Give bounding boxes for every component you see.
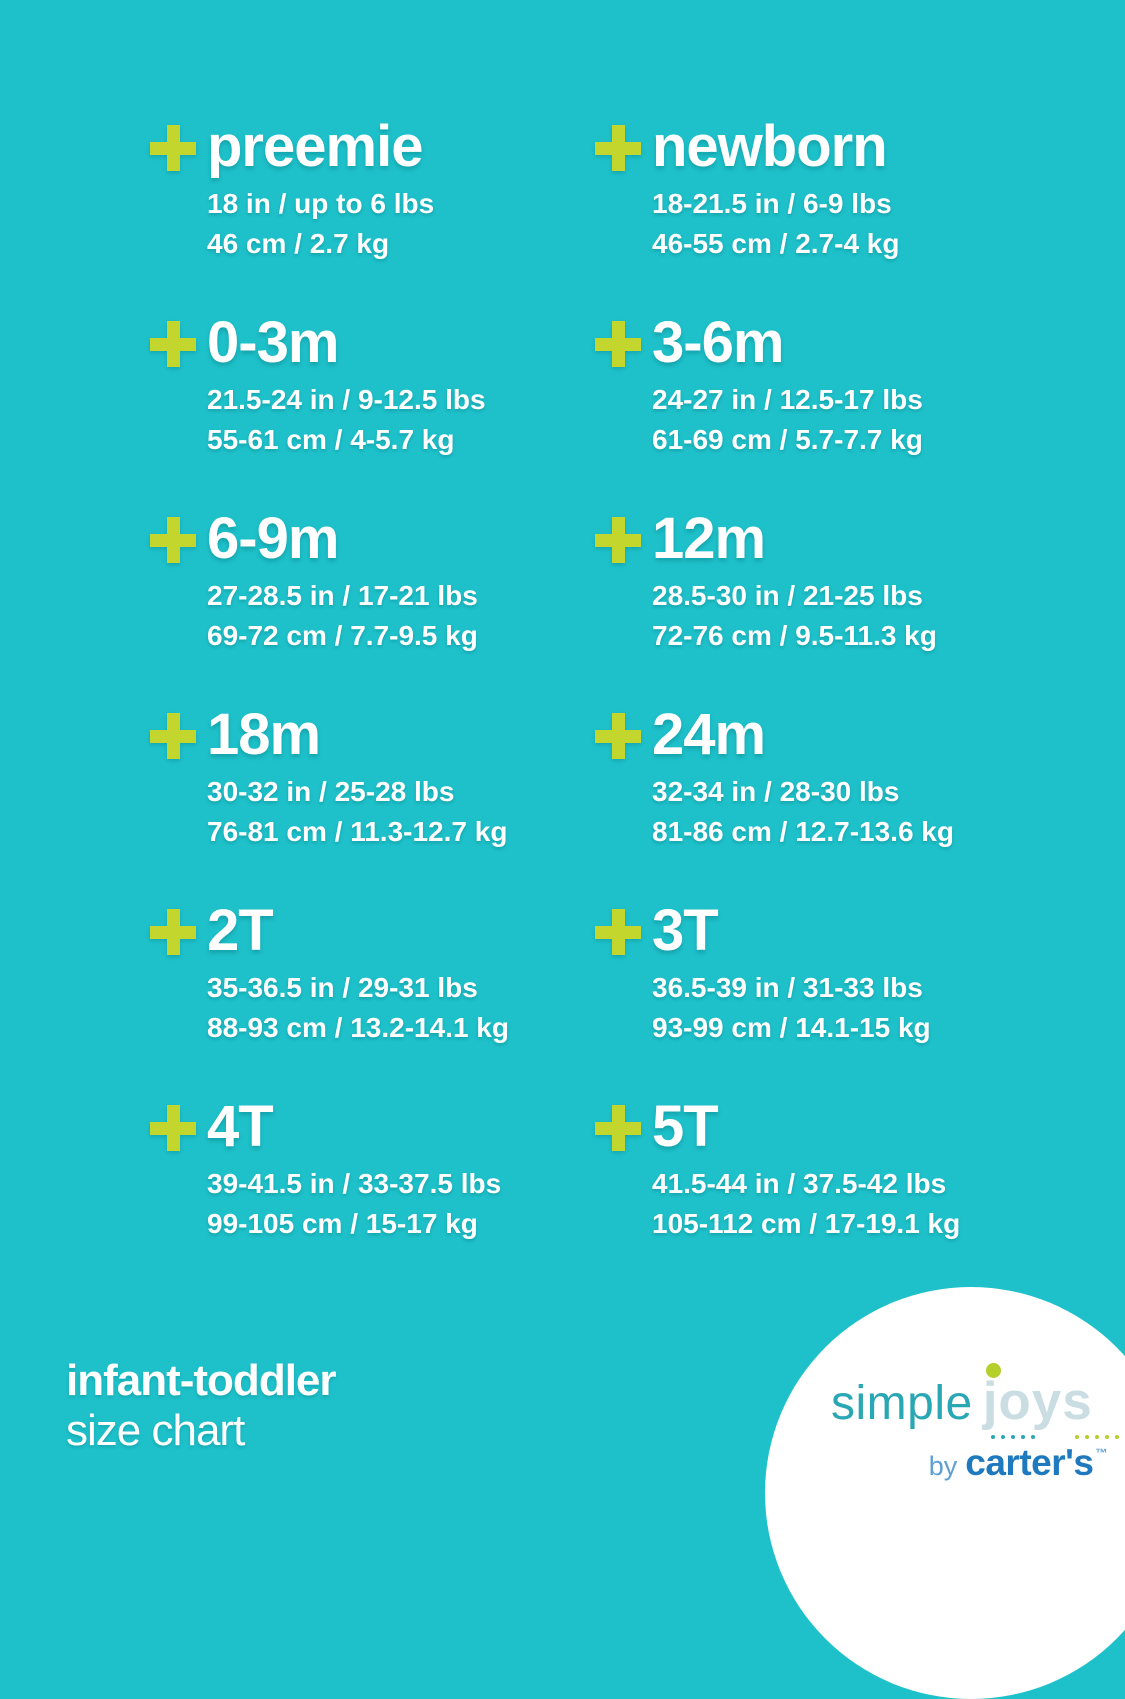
lime-dot-icon: [985, 1363, 1001, 1378]
chart-title-line2: size chart: [66, 1406, 245, 1455]
plus-icon: [595, 517, 641, 563]
size-entry-preemie: preemie 18 in / up to 6 lbs 46 cm / 2.7 …: [150, 118, 595, 314]
size-entry-4t: 4T 39-41.5 in / 33-37.5 lbs 99-105 cm / …: [150, 1098, 595, 1294]
size-label: 12m: [652, 506, 766, 571]
size-label: 2T: [207, 898, 274, 963]
size-entry-text: newborn 18-21.5 in / 6-9 lbs 46-55 cm / …: [652, 118, 899, 264]
size-label: 3-6m: [652, 310, 784, 375]
size-entry-text: 4T 39-41.5 in / 33-37.5 lbs 99-105 cm / …: [207, 1098, 501, 1244]
size-imperial: 27-28.5 in / 17-21 lbs: [207, 580, 478, 611]
size-imperial: 18-21.5 in / 6-9 lbs: [652, 188, 892, 219]
size-entry-18m: 18m 30-32 in / 25-28 lbs 76-81 cm / 11.3…: [150, 706, 595, 902]
plus-icon: [150, 321, 196, 367]
size-label: 6-9m: [207, 506, 339, 571]
size-entry-3-6m: 3-6m 24-27 in / 12.5-17 lbs 61-69 cm / 5…: [595, 314, 1040, 510]
size-entry-text: 0-3m 21.5-24 in / 9-12.5 lbs 55-61 cm / …: [207, 314, 486, 460]
size-entry-text: preemie 18 in / up to 6 lbs 46 cm / 2.7 …: [207, 118, 434, 264]
size-label: 18m: [207, 702, 321, 767]
size-entry-2t: 2T 35-36.5 in / 29-31 lbs 88-93 cm / 13.…: [150, 902, 595, 1098]
size-metric: 55-61 cm / 4-5.7 kg: [207, 424, 455, 455]
plus-icon: [595, 125, 641, 171]
size-metric: 93-99 cm / 14.1-15 kg: [652, 1012, 931, 1043]
size-imperial: 35-36.5 in / 29-31 lbs: [207, 972, 478, 1003]
plus-icon: [595, 1105, 641, 1151]
size-label: 4T: [207, 1094, 274, 1159]
size-imperial: 32-34 in / 28-30 lbs: [652, 776, 900, 807]
size-metric: 99-105 cm / 15-17 kg: [207, 1208, 478, 1239]
size-label: preemie: [207, 114, 423, 179]
size-chart-page: { "colors": { "bg": "#1ec1ca", "plus": "…: [66, 117, 1125, 1699]
size-imperial: 39-41.5 in / 33-37.5 lbs: [207, 1168, 502, 1199]
size-entry-5t: 5T 41.5-44 in / 37.5-42 lbs 105-112 cm /…: [595, 1098, 1040, 1294]
size-imperial: 18 in / up to 6 lbs: [207, 188, 435, 219]
size-metric: 105-112 cm / 17-19.1 kg: [652, 1208, 961, 1239]
size-imperial: 28.5-30 in / 21-25 lbs: [652, 580, 923, 611]
size-entry-newborn: newborn 18-21.5 in / 6-9 lbs 46-55 cm / …: [595, 118, 1040, 314]
size-imperial: 30-32 in / 25-28 lbs: [207, 776, 455, 807]
size-entry-text: 3T 36.5-39 in / 31-33 lbs 93-99 cm / 14.…: [652, 902, 931, 1048]
size-metric: 88-93 cm / 13.2-14.1 kg: [207, 1012, 509, 1043]
size-entry-text: 6-9m 27-28.5 in / 17-21 lbs 69-72 cm / 7…: [207, 510, 478, 656]
lime-dots-icon: [1074, 1435, 1125, 1439]
size-imperial: 24-27 in / 12.5-17 lbs: [652, 384, 923, 415]
size-entry-text: 5T 41.5-44 in / 37.5-42 lbs 105-112 cm /…: [652, 1098, 960, 1244]
logo-word-joys: joys: [982, 1363, 1125, 1439]
chart-title: infant-toddler size chart: [66, 1356, 337, 1456]
plus-icon: [150, 1105, 196, 1151]
size-imperial: 36.5-39 in / 31-33 lbs: [652, 972, 923, 1003]
size-metric: 46-55 cm / 2.7-4 kg: [652, 228, 900, 259]
size-entry-3t: 3T 36.5-39 in / 31-33 lbs 93-99 cm / 14.…: [595, 902, 1040, 1098]
size-label: newborn: [652, 114, 888, 179]
logo-carters-word: carter's: [965, 1442, 1094, 1483]
teal-dots-icon: [990, 1435, 1035, 1439]
plus-icon: [595, 713, 641, 759]
size-entry-0-3m: 0-3m 21.5-24 in / 9-12.5 lbs 55-61 cm / …: [150, 314, 595, 510]
size-label: 0-3m: [207, 310, 339, 375]
plus-icon: [150, 713, 196, 759]
simple-joys-logo: simple joys by carter's ™: [831, 1363, 1125, 1484]
size-imperial: 41.5-44 in / 37.5-42 lbs: [652, 1168, 947, 1199]
logo-byline: by carter's ™: [831, 1442, 1108, 1484]
size-entry-6-9m: 6-9m 27-28.5 in / 17-21 lbs 69-72 cm / 7…: [150, 510, 595, 706]
size-label: 24m: [652, 702, 766, 767]
size-imperial: 21.5-24 in / 9-12.5 lbs: [207, 384, 486, 415]
trademark-symbol: ™: [1095, 1446, 1108, 1460]
logo-carters-text: carter's ™: [965, 1442, 1107, 1484]
size-entry-text: 24m 32-34 in / 28-30 lbs 81-86 cm / 12.7…: [652, 706, 954, 852]
size-entry-text: 2T 35-36.5 in / 29-31 lbs 88-93 cm / 13.…: [207, 902, 509, 1048]
logo-by-text: by: [928, 1451, 958, 1481]
size-metric: 69-72 cm / 7.7-9.5 kg: [207, 620, 478, 651]
logo-wordmark: simple joys: [831, 1363, 1125, 1439]
plus-icon: [150, 517, 196, 563]
size-entry-text: 18m 30-32 in / 25-28 lbs 76-81 cm / 11.3…: [207, 706, 507, 852]
size-entry-24m: 24m 32-34 in / 28-30 lbs 81-86 cm / 12.7…: [595, 706, 1040, 902]
size-grid: preemie 18 in / up to 6 lbs 46 cm / 2.7 …: [150, 118, 1040, 1294]
size-entry-text: 3-6m 24-27 in / 12.5-17 lbs 61-69 cm / 5…: [652, 314, 923, 460]
plus-icon: [150, 125, 196, 171]
logo-word-joys-text: joys: [982, 1372, 1093, 1431]
plus-icon: [150, 909, 196, 955]
chart-title-line1: infant-toddler: [66, 1356, 337, 1405]
size-entry-text: 12m 28.5-30 in / 21-25 lbs 72-76 cm / 9.…: [652, 510, 937, 656]
size-metric: 81-86 cm / 12.7-13.6 kg: [652, 816, 954, 847]
size-metric: 72-76 cm / 9.5-11.3 kg: [652, 620, 937, 651]
brand-circle: simple joys by carter's ™: [765, 1287, 1125, 1699]
size-metric: 76-81 cm / 11.3-12.7 kg: [207, 816, 508, 847]
logo-word-simple: simple: [831, 1377, 973, 1430]
size-metric: 46 cm / 2.7 kg: [207, 228, 390, 259]
size-entry-12m: 12m 28.5-30 in / 21-25 lbs 72-76 cm / 9.…: [595, 510, 1040, 706]
size-metric: 61-69 cm / 5.7-7.7 kg: [652, 424, 923, 455]
plus-icon: [595, 909, 641, 955]
size-label: 3T: [652, 898, 719, 963]
plus-icon: [595, 321, 641, 367]
size-label: 5T: [652, 1094, 719, 1159]
